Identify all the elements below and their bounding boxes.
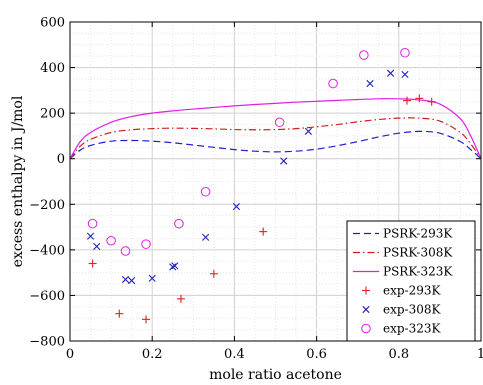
legend-item-exp-293k: exp-293K xyxy=(362,284,442,298)
data-point-exp-323k xyxy=(274,117,285,128)
series-line-psrk-293k xyxy=(69,130,482,160)
data-point-exp-308k xyxy=(401,70,409,78)
legend-label: PSRK-308K xyxy=(383,246,453,260)
x-tick-label: 0.2 xyxy=(142,347,163,362)
series-lines xyxy=(69,98,482,160)
data-point-exp-323k xyxy=(106,235,116,246)
data-point-exp-323k xyxy=(400,47,410,58)
data-point-exp-323k xyxy=(174,218,184,229)
data-point-exp-308k xyxy=(304,127,312,135)
data-point-exp-293k xyxy=(403,96,412,105)
x-tick-label: 0 xyxy=(66,347,74,362)
data-point-exp-308k xyxy=(366,79,374,88)
data-point-exp-293k xyxy=(415,94,424,103)
y-tick-label: −800 xyxy=(29,335,65,350)
legend-swatch xyxy=(362,286,370,295)
legend-item-exp-323k: exp-323K xyxy=(361,322,442,336)
tick-labels: 0 0.2 0.4 0.6 0.8 1 −800 −600 −400 −200 0 200 400 600 xyxy=(29,16,483,363)
data-point-exp-293k xyxy=(115,309,124,318)
data-point-exp-293k xyxy=(176,294,185,303)
legend-label: PSRK-323K xyxy=(383,265,453,279)
data-point-exp-323k xyxy=(87,218,98,229)
data-point-exp-308k xyxy=(202,233,210,241)
data-point-exp-308k xyxy=(86,232,95,240)
data-point-exp-323k xyxy=(359,50,369,60)
data-point-exp-293k xyxy=(142,315,151,324)
y-tick-label: 600 xyxy=(40,16,65,31)
y-tick-label: 0 xyxy=(57,152,65,167)
ticks xyxy=(69,21,482,342)
legend-item-exp-308k: exp-308K xyxy=(362,303,442,317)
data-point-exp-308k xyxy=(93,242,101,251)
x-tick-label: 0.6 xyxy=(306,347,327,362)
data-point-exp-293k xyxy=(259,227,268,236)
plot-frame xyxy=(69,21,482,342)
x-tick-label: 0.8 xyxy=(388,347,409,362)
y-tick-label: −200 xyxy=(29,198,65,213)
data-point-exp-308k xyxy=(171,262,179,270)
data-point-exp-308k xyxy=(148,274,156,282)
y-tick-label: 200 xyxy=(40,107,65,122)
y-tick-label: −600 xyxy=(29,289,65,304)
data-point-exp-308k xyxy=(121,275,130,284)
series-line-psrk-323k xyxy=(69,98,482,160)
data-point-exp-308k xyxy=(169,263,177,271)
legend-item-psrk-323k: PSRK-323K xyxy=(353,265,453,279)
data-point-exp-323k xyxy=(141,239,151,249)
legend-swatch xyxy=(362,305,370,314)
data-point-exp-308k xyxy=(128,277,136,285)
x-axis-label: mole ratio acetone xyxy=(209,367,342,383)
y-tick-label: 400 xyxy=(40,61,65,76)
data-point-exp-293k xyxy=(88,259,97,268)
data-point-exp-323k xyxy=(120,246,131,256)
legend-swatch xyxy=(361,323,371,334)
legend-label: exp-323K xyxy=(383,322,442,336)
y-axis-label: excess enthalpy in J/mol xyxy=(10,95,26,267)
y-tick-label: −400 xyxy=(29,243,65,258)
legend-item-psrk-308k: PSRK-308K xyxy=(353,246,453,260)
data-point-exp-293k xyxy=(427,97,436,106)
data-point-exp-293k xyxy=(209,269,218,278)
x-tick-label: 0.4 xyxy=(224,347,245,362)
data-point-exp-323k xyxy=(328,78,338,89)
legend-box xyxy=(346,220,476,342)
legend-label: PSRK-293K xyxy=(383,227,453,241)
x-tick-label: 1 xyxy=(477,347,483,362)
series-line-psrk-308k xyxy=(69,117,482,160)
data-point-exp-308k xyxy=(232,202,241,211)
data-point-exp-308k xyxy=(386,69,395,77)
data-point-exp-308k xyxy=(280,157,288,165)
legend: PSRK-293K PSRK-308K PSRK-323K exp-293K exp-3… xyxy=(346,220,476,342)
legend-label: exp-308K xyxy=(383,303,442,317)
legend-label: exp-293K xyxy=(383,284,442,298)
legend-item-psrk-293k: PSRK-293K xyxy=(353,227,453,241)
series-markers xyxy=(86,47,436,324)
data-point-exp-323k xyxy=(200,186,211,197)
